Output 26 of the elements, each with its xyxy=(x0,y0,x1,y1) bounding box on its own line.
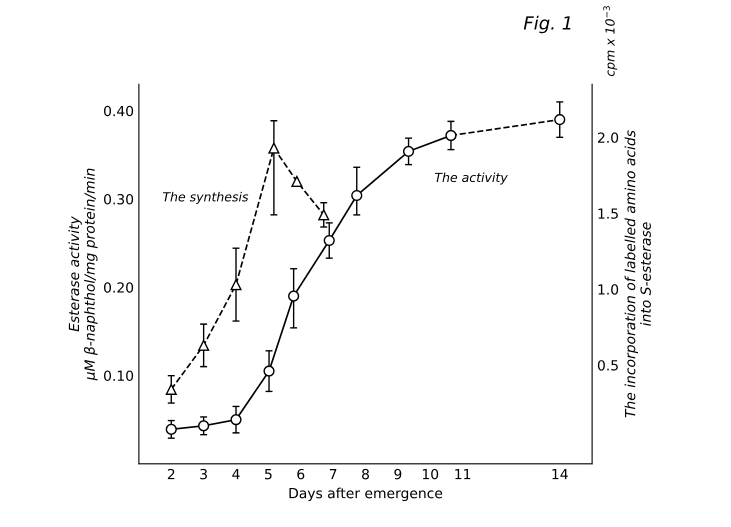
y2-tick-label: 1.0 xyxy=(598,284,618,295)
x-axis-title: Days after emergence xyxy=(289,488,442,502)
y-tick-label: 0.30 xyxy=(104,194,134,205)
x-tick-label: 11 xyxy=(455,469,470,480)
x-tick-label: 3 xyxy=(200,468,207,480)
x-tick-label: 8 xyxy=(362,468,369,480)
y2-tick-label: 2.0 xyxy=(598,132,618,143)
y2-tick-label: 0.5 xyxy=(598,360,618,371)
y-tick-label: 0.20 xyxy=(104,282,134,293)
x-tick-label: 2 xyxy=(168,468,174,480)
text: The activity xyxy=(434,172,508,185)
y2-tick-label: 1.5 xyxy=(598,208,618,219)
series-label: The synthesis xyxy=(162,192,248,204)
x-tick-label: 6 xyxy=(297,468,304,480)
x-tick-label: 7 xyxy=(330,469,336,480)
y2-axis-title: The incorporation of labelled amino acids into S-esterase xyxy=(624,130,651,418)
x-tick-label: 10 xyxy=(422,468,438,480)
y-tick-label: 0.40 xyxy=(104,106,134,116)
x-tick-label: 4 xyxy=(232,469,240,480)
text: cpm x 10$^{−3}$ xyxy=(603,6,618,76)
y-tick-label: 0.10 xyxy=(104,370,134,381)
x-tick-label: 14 xyxy=(552,469,568,480)
y-axis-title: Esterase activity μM β-naphthol/mg protein/min xyxy=(68,168,98,381)
chart-title: Fig. 1 xyxy=(524,16,570,34)
x-tick-label: 9 xyxy=(394,468,402,480)
x-tick-label: 5 xyxy=(265,469,272,480)
